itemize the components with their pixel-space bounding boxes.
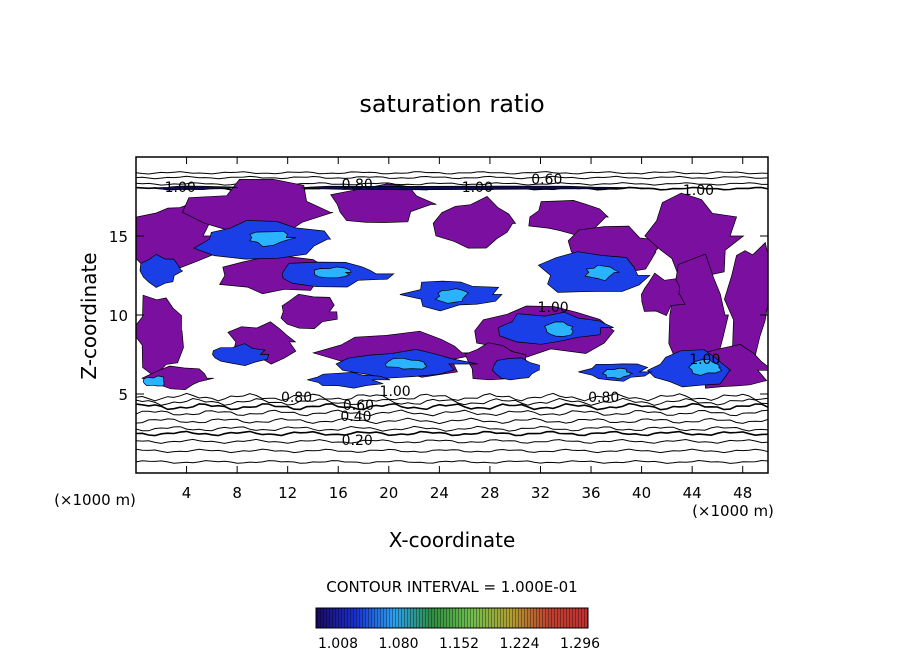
contour-label: 0.40: [340, 409, 371, 425]
colorbar-stripes: [316, 608, 588, 628]
contour-label: 1.00: [683, 183, 714, 199]
x-tick-label: 8: [232, 484, 242, 502]
y-axis-ticks: 5 10 15: [109, 228, 768, 404]
contour-interval-text: CONTOUR INTERVAL = 1.000E-01: [326, 578, 577, 596]
peak-saturation-region: [249, 230, 297, 247]
colorbar: 1.008 1.080 1.152 1.224 1.296: [315, 607, 600, 652]
x-tick-label: 44: [683, 484, 702, 502]
contour-line: [136, 392, 768, 402]
x-tick-label: 4: [182, 484, 192, 502]
high-saturation-region: [646, 349, 732, 388]
contour-line: [136, 409, 768, 417]
contour-label: 0.80: [342, 177, 373, 193]
upper-saturated-band: [153, 185, 238, 190]
contour-line-upper: [136, 171, 768, 175]
supersaturated-region: [724, 241, 768, 363]
supersaturated-region: [641, 272, 686, 317]
high-saturation-region: [307, 372, 391, 389]
high-saturation-region: [492, 357, 540, 381]
contour-label: 0.20: [342, 433, 373, 449]
contour-line-upper: [136, 182, 768, 186]
high-saturation-region: [212, 343, 270, 367]
x-tick-label: 12: [278, 484, 297, 502]
high-saturation-region: [139, 253, 184, 288]
contour-labels: 1.00 0.80 1.00 0.60 1.00 1.00 0.80 0.60 1.00 0.40…: [165, 172, 721, 449]
contour-label: 1.00: [689, 352, 720, 368]
contour-line: [136, 448, 768, 454]
colorbar-tick-label: 1.080: [378, 636, 418, 652]
supersaturated-region: [432, 195, 517, 249]
x-tick-label: 40: [632, 484, 651, 502]
colorbar-tick-labels: 1.008 1.080 1.152 1.224 1.296: [318, 636, 600, 652]
peak-saturation-region: [688, 358, 723, 376]
peak-saturation-region: [601, 367, 633, 380]
y-tick-label: 15: [109, 228, 128, 246]
y-tick-label: 10: [109, 307, 128, 325]
supersaturated-region: [136, 294, 184, 377]
colorbar-tick-label: 1.008: [318, 636, 358, 652]
x-axis-label: X-coordinate: [389, 528, 516, 552]
contour-label: 0.60: [531, 172, 562, 188]
peak-saturation-region: [385, 357, 428, 370]
contour-label: 0.60: [343, 398, 374, 414]
supersaturated-region: [644, 192, 745, 282]
peak-saturation-region: [434, 288, 470, 304]
contour-label: 0.80: [281, 390, 312, 406]
z-unit-label: (×1000 m): [54, 491, 136, 509]
x-tick-label: 28: [480, 484, 499, 502]
supersaturated-region: [182, 178, 334, 243]
x-tick-label: 20: [379, 484, 398, 502]
contour-label: 1.00: [165, 180, 196, 196]
supersaturated-region: [280, 293, 338, 329]
x-tick-label: 16: [329, 484, 348, 502]
peak-saturation-region: [584, 264, 620, 282]
x-tick-label: 24: [430, 484, 449, 502]
peak-saturation-region: [544, 321, 574, 337]
y-axis-label: Z-coordinate: [77, 252, 101, 379]
x-axis-ticks: 4 8 12 16 20 24 28 32 36 40 44 48: [182, 157, 752, 502]
chart-title: saturation ratio: [359, 90, 544, 118]
colorbar-tick-label: 1.152: [439, 636, 479, 652]
contour-line: [136, 417, 768, 425]
colorbar-tick-label: 1.296: [560, 636, 600, 652]
y-tick-label: 5: [118, 386, 128, 404]
contour-line-upper: [136, 175, 768, 180]
contour-label: 1.00: [538, 300, 569, 316]
supersaturated-region: [330, 183, 437, 223]
x-tick-label: 36: [581, 484, 600, 502]
plot-area: 1.00 0.80 1.00 0.60 1.00 1.00 0.80 0.60 1.00 0.40…: [136, 171, 768, 464]
contour-label: 1.00: [380, 384, 411, 400]
contour-label: 0.80: [588, 390, 619, 406]
upper-saturated-band: [301, 185, 645, 191]
peak-saturation-region: [142, 375, 165, 387]
peak-saturation-region: [313, 266, 352, 279]
colorbar-tick-label: 1.224: [499, 636, 539, 652]
saturation-regions: [136, 178, 768, 391]
contour-line: [136, 430, 768, 437]
x-tick-label: 32: [531, 484, 550, 502]
contour-line: [136, 402, 768, 411]
x-unit-label: (×1000 m): [692, 502, 774, 520]
x-tick-label: 48: [733, 484, 752, 502]
contour-line: [136, 438, 768, 444]
contour-line: [136, 459, 768, 464]
contour-label: 1.00: [462, 180, 493, 196]
contour-line: [136, 425, 768, 432]
